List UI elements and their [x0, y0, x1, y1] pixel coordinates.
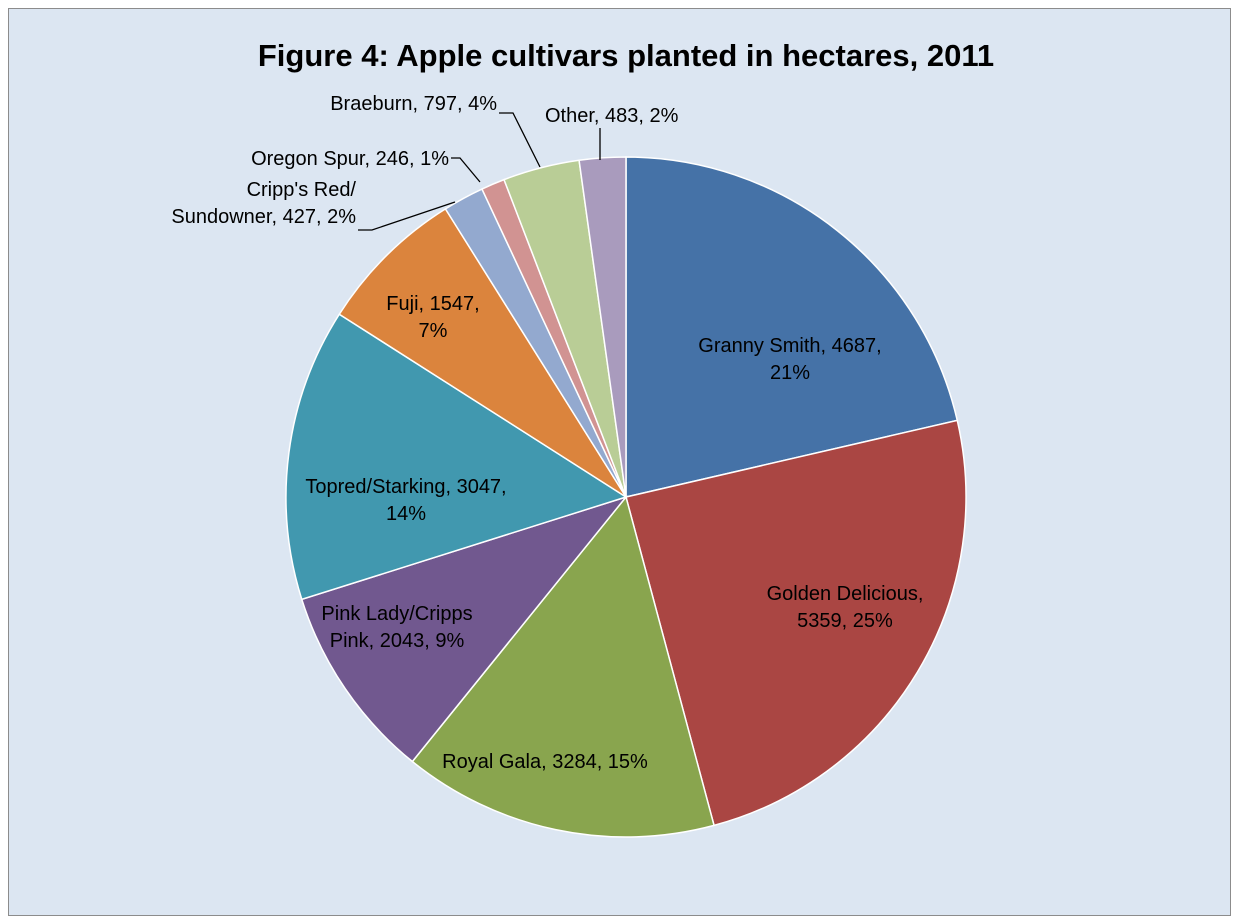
pie-slice-golden-delicious [625, 419, 967, 827]
pie-slice-royal-gala [411, 495, 715, 838]
data-label-granny-smith: Granny Smith, 4687, 21% [698, 335, 881, 384]
data-label-topred-starking: Topred/Starking, 3047, 14% [305, 476, 506, 525]
data-label-royal-gala: Royal Gala, 3284, 15% [442, 751, 648, 773]
data-label-braeburn: Braeburn, 797, 4% [330, 93, 497, 115]
pie-slice-pink-lady-cripps-pink [300, 495, 629, 763]
pie-slice-topred-starking [285, 313, 628, 601]
data-label-cripp-s-red-sundowner: Cripp's Red/Sundowner, 427, 2% [171, 179, 356, 228]
data-label-fuji: Fuji, 1547, 7% [386, 293, 479, 342]
pie-slice-other [578, 156, 627, 498]
pie-slice-granny-smith [625, 156, 959, 498]
chart-title: Figure 4: Apple cultivars planted in hec… [258, 38, 994, 73]
leader-line-cripp-s-red-sundowner [358, 201, 456, 231]
pie-slice-fuji [338, 207, 627, 498]
leader-line-oregon-spur [451, 157, 481, 183]
data-label-other: Other, 483, 2% [545, 105, 679, 127]
data-label-pink-lady-cripps-pink: Pink Lady/Cripps Pink, 2043, 9% [321, 603, 472, 652]
data-label-golden-delicious: Golden Delicious, 5359, 25% [767, 583, 924, 632]
leader-line-braeburn [499, 112, 541, 168]
data-label-oregon-spur: Oregon Spur, 246, 1% [251, 148, 449, 170]
